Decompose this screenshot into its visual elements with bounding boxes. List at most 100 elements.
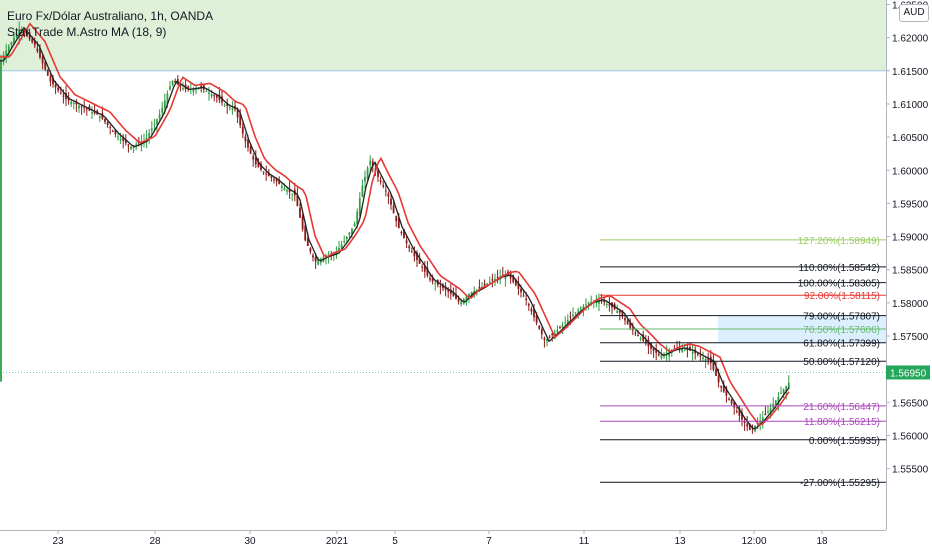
candle-body <box>405 240 408 244</box>
candle-body <box>579 308 582 310</box>
candle-body <box>109 127 112 129</box>
candle-body <box>460 301 463 305</box>
candle-body <box>52 77 54 85</box>
fib-label: 70.50%(1.57606) <box>803 325 880 336</box>
candle-body <box>660 355 663 359</box>
candle-body <box>382 184 385 187</box>
candle-body <box>49 76 52 82</box>
supply-zone <box>0 0 886 71</box>
candle-body <box>556 330 559 333</box>
candle-body <box>2 54 5 62</box>
candle-body <box>33 40 36 46</box>
candle-body <box>608 304 611 306</box>
candle-body <box>340 244 343 248</box>
candle-body <box>743 421 746 423</box>
candle-body <box>241 126 244 134</box>
candle-body <box>468 293 470 298</box>
candle-body <box>678 347 681 349</box>
candles-group <box>0 21 790 434</box>
candle-body <box>262 171 265 173</box>
candle-body <box>166 93 169 105</box>
candle-body <box>699 355 702 357</box>
candle-body <box>512 275 515 282</box>
price-tick-label: 1.59000 <box>892 233 929 244</box>
chart-legend: Euro Fx/Dólar Australiano, 1h, OANDA Sta… <box>7 8 213 40</box>
candle-body <box>712 360 715 370</box>
candle-body <box>681 348 684 352</box>
price-tick-label: 1.56500 <box>892 398 929 409</box>
price-tick-label: 1.55500 <box>892 465 929 476</box>
candle-body <box>249 146 252 154</box>
candle-body <box>361 185 364 197</box>
indicator-label: Star Trade M.Astro MA (18, 9) <box>7 25 167 39</box>
candle-body <box>62 95 65 97</box>
candle-body <box>364 176 366 182</box>
candle-body <box>426 267 429 276</box>
candle-body <box>106 121 109 125</box>
candle-body <box>296 194 299 207</box>
candle-body <box>353 223 356 227</box>
candle-body <box>18 29 21 37</box>
candle-body <box>379 180 382 182</box>
candle-body <box>273 179 275 181</box>
candle-body <box>598 299 600 304</box>
candle-body <box>309 248 312 252</box>
candle-body <box>488 281 491 283</box>
candle-body <box>416 252 418 261</box>
candle-body <box>434 283 437 285</box>
candle-body <box>15 33 18 38</box>
candle-body <box>213 95 216 97</box>
candle-body <box>444 286 447 290</box>
candle-body <box>397 218 400 229</box>
currency-button[interactable]: AUD <box>899 4 929 22</box>
candle-body <box>517 282 520 289</box>
candle-body <box>748 423 751 430</box>
candle-body <box>332 253 335 255</box>
candle-body <box>585 304 587 306</box>
candle-body <box>774 400 777 406</box>
candle-body <box>746 423 749 427</box>
candle-body <box>764 414 767 416</box>
candle-body <box>348 232 351 235</box>
candle-body <box>761 417 764 423</box>
candle-body <box>522 295 525 297</box>
candle-body <box>543 338 546 340</box>
candle-body <box>278 180 281 184</box>
candle-body <box>239 113 242 126</box>
candle-body <box>483 283 486 286</box>
candle-body <box>7 46 10 52</box>
candle-body <box>252 156 255 160</box>
candle-body <box>192 88 195 92</box>
candle-body <box>429 278 431 280</box>
candle-body <box>98 115 101 118</box>
candle-body <box>83 107 86 109</box>
candle-body <box>418 258 421 264</box>
candle-body <box>228 107 231 109</box>
candle-body <box>299 207 301 218</box>
candle-body <box>132 145 135 149</box>
candle-body <box>218 94 221 101</box>
candle-body <box>200 85 203 89</box>
candle-body <box>652 347 655 351</box>
candle-body <box>504 275 507 280</box>
candle-body <box>377 170 379 177</box>
time-tick-label: 23 <box>52 536 64 547</box>
candle-body <box>85 108 88 110</box>
candle-body <box>301 216 304 230</box>
candle-body <box>163 100 166 109</box>
candle-body <box>655 349 658 353</box>
candle-body <box>174 80 177 83</box>
candle-body <box>707 359 710 361</box>
candle-body <box>767 411 769 413</box>
candle-body <box>720 385 723 388</box>
time-tick-label: 13 <box>674 536 686 547</box>
candle-body <box>457 299 460 302</box>
candle-body <box>478 287 481 289</box>
price-tick-label: 1.59500 <box>892 199 929 210</box>
candle-body <box>257 161 260 168</box>
fib-label: 50.00%(1.57120) <box>803 357 880 368</box>
candle-body <box>470 292 473 297</box>
time-tick-label: 18 <box>816 536 828 547</box>
